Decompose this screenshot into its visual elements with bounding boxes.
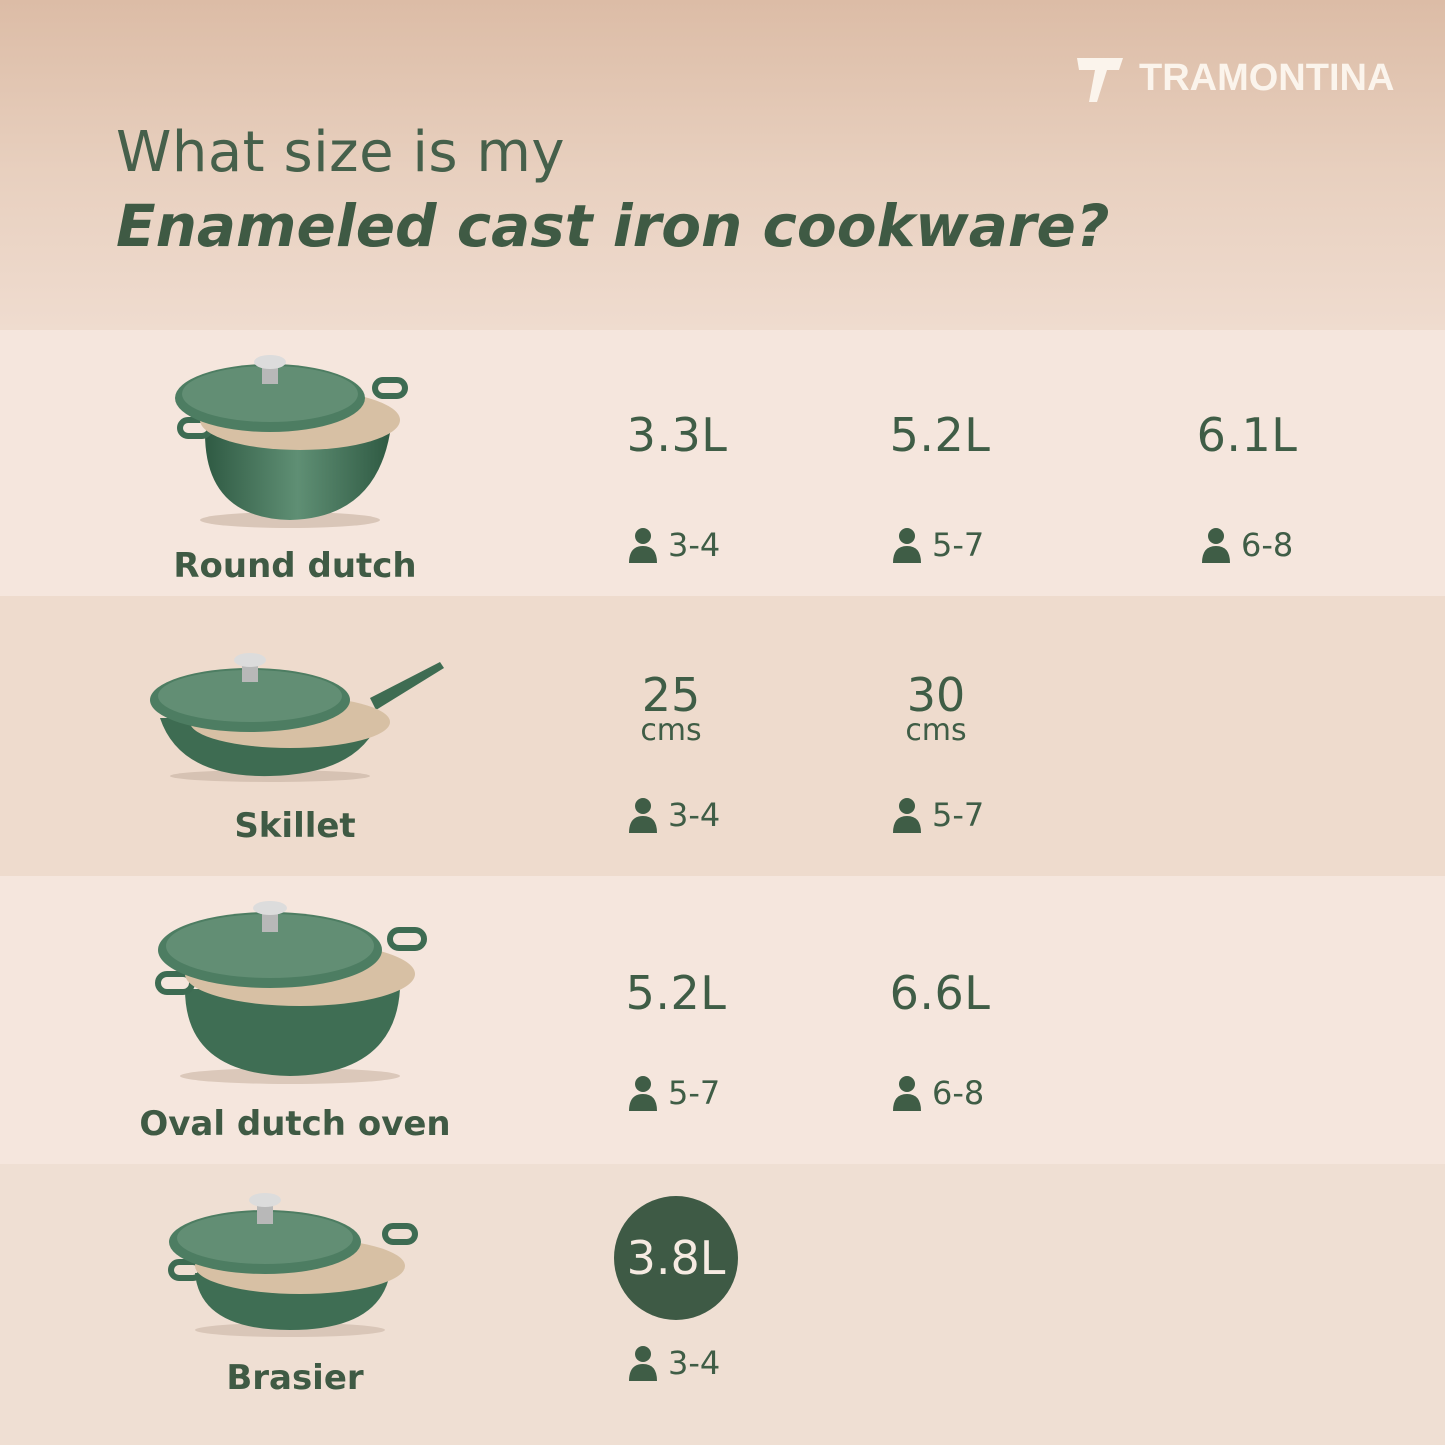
round-dutch-oven-icon [175, 355, 408, 528]
brand-name: TRAMONTINA [1139, 56, 1395, 99]
page-title-line2: Enameled cast iron cookware? [116, 192, 1110, 260]
product-row-brasier: Brasier 3.8L 3-4 [0, 1164, 1445, 1445]
servings-value: 3-4 [668, 796, 721, 834]
person-icon [629, 1346, 657, 1381]
servings: 3-4 [628, 526, 720, 564]
servings: 6-8 [1201, 526, 1293, 564]
page-title-line1: What size is my [116, 120, 566, 185]
size-number: 25 [641, 668, 701, 722]
servings: 3-4 [628, 796, 720, 834]
person-icon [893, 528, 921, 563]
round-dutch-oven-image [135, 348, 455, 528]
size-value: 5.2L [625, 966, 727, 1020]
brasier-icon [168, 1193, 418, 1337]
oval-dutch-oven-image [135, 894, 455, 1084]
size-value: 6.6L [889, 966, 991, 1020]
servings-value: 5-7 [932, 796, 985, 834]
servings-value: 5-7 [668, 1074, 721, 1112]
servings-value: 3-4 [668, 526, 721, 564]
servings: 5-7 [892, 796, 984, 834]
servings-value: 3-4 [668, 1344, 721, 1382]
servings-value: 6-8 [932, 1074, 985, 1112]
brasier-image [135, 1188, 455, 1338]
size-value: 6.1L [1196, 408, 1298, 462]
servings-value: 6-8 [1241, 526, 1294, 564]
size-value: 3.3L [626, 408, 728, 462]
size-value: 5.2L [889, 408, 991, 462]
size-unit: cms [905, 713, 967, 748]
highlighted-size-badge: 3.8L [614, 1196, 738, 1320]
size-value: 30 cms [856, 668, 1016, 748]
size-value: 25 cms [591, 668, 751, 748]
size-number: 30 [906, 668, 966, 722]
person-icon [629, 528, 657, 563]
product-row-oval-dutch-oven: Oval dutch oven 5.2L 6.6L 5-7 6-8 [0, 876, 1445, 1164]
skillet-image [135, 648, 455, 783]
product-row-round-dutch-oven: Round dutch oven 3.3L 5.2L 6.1L 3-4 5-7 … [0, 330, 1445, 626]
person-icon [893, 798, 921, 833]
oval-dutch-oven-icon [155, 901, 427, 1084]
person-icon [893, 1076, 921, 1111]
servings: 5-7 [628, 1074, 720, 1112]
product-row-skillet: Skillet 25 cms 30 cms 3-4 5-7 [0, 596, 1445, 876]
size-unit: cms [640, 713, 702, 748]
person-icon [629, 1076, 657, 1111]
product-name: Brasier [226, 1358, 364, 1398]
person-icon [629, 798, 657, 833]
product-name: Oval dutch oven [139, 1104, 451, 1144]
servings: 5-7 [892, 526, 984, 564]
person-icon [1202, 528, 1230, 563]
tramontina-t-logo-icon [1077, 58, 1123, 102]
servings: 3-4 [628, 1344, 720, 1382]
product-name: Skillet [234, 806, 356, 846]
skillet-icon [150, 653, 444, 782]
servings-value: 5-7 [932, 526, 985, 564]
servings: 6-8 [892, 1074, 984, 1112]
brand-logo: TRAMONTINA [1075, 52, 1394, 104]
